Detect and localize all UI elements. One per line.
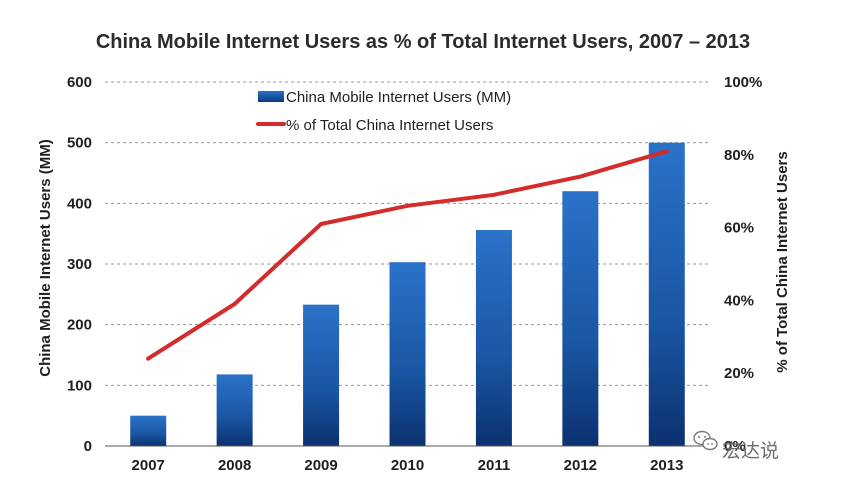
- y-axis-title: China Mobile Internet Users (MM): [37, 139, 54, 377]
- line-point-2008: [232, 302, 237, 307]
- y2-axis-title: % of Total China Internet Users: [774, 151, 791, 372]
- chart-title: China Mobile Internet Users as % of Tota…: [96, 31, 750, 53]
- bar-series: [130, 142, 685, 446]
- bar-2009: [303, 304, 340, 446]
- legend: China Mobile Internet Users (MM) % of To…: [256, 89, 511, 134]
- bar-2010: [389, 262, 426, 446]
- y-tick-label: 200: [67, 317, 92, 334]
- line-point-2011: [491, 192, 496, 197]
- legend-bar-label: China Mobile Internet Users (MM): [286, 89, 511, 106]
- line-series: [146, 149, 669, 361]
- x-tick-label: 2010: [391, 457, 424, 474]
- y2-tick-label: 0%: [724, 438, 746, 455]
- wechat-icon: [693, 430, 718, 451]
- line-point-2010: [405, 203, 410, 208]
- y2-tick-label: 100%: [724, 74, 762, 91]
- x-tick-label: 2013: [650, 457, 683, 474]
- line-point-2013: [664, 149, 669, 154]
- x-tick-label: 2007: [132, 457, 165, 474]
- watermark-text: 宏达说: [722, 440, 779, 462]
- bar-2008: [216, 374, 253, 446]
- legend-bar-swatch: [258, 91, 284, 102]
- x-tick-label: 2012: [564, 457, 597, 474]
- y2-tick-labels: 0% 20% 40% 60% 80% 100%: [724, 74, 762, 455]
- bar-2011: [475, 230, 512, 446]
- watermark: 宏达说: [693, 430, 779, 462]
- line-point-2007: [146, 356, 151, 361]
- y-tick-label: 400: [67, 195, 92, 212]
- y-tick-label: 300: [67, 256, 92, 273]
- y-tick-label: 0: [84, 438, 92, 455]
- y2-tick-label: 40%: [724, 292, 754, 309]
- bar-2012: [562, 191, 599, 446]
- x-tick-label: 2011: [478, 457, 511, 474]
- y-tick-label: 100: [67, 377, 92, 394]
- legend-line-label: % of Total China Internet Users: [286, 117, 493, 134]
- line-point-2012: [578, 174, 583, 179]
- x-tick-label: 2009: [304, 457, 337, 474]
- x-tick-label: 2008: [218, 457, 251, 474]
- y2-tick-label: 60%: [724, 220, 754, 237]
- x-tick-labels: 2007 2008 2009 2010 2011 2012 2013: [132, 457, 684, 474]
- bar-2013: [648, 142, 685, 446]
- y2-tick-label: 80%: [724, 147, 754, 164]
- y-tick-label: 500: [67, 135, 92, 152]
- bar-2007: [130, 415, 167, 446]
- line-point-2009: [319, 221, 324, 226]
- y2-tick-label: 20%: [724, 365, 754, 382]
- y-tick-label: 600: [67, 74, 92, 91]
- y-tick-labels: 0 100 200 300 400 500 600: [67, 74, 92, 455]
